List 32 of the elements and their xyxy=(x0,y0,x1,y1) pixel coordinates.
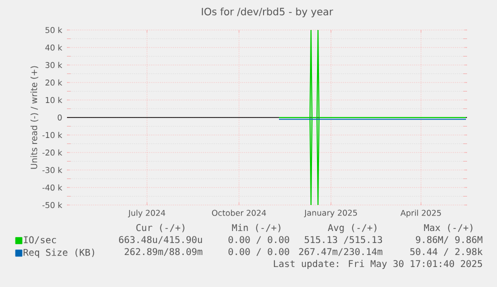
legend-label: Req Size (KB) xyxy=(24,248,94,258)
text: Min (-/+) xyxy=(232,224,280,232)
y-tick-label: -30 k xyxy=(42,166,62,174)
y-tick-label: 10 k xyxy=(46,96,62,104)
y-tick-label: 30 k xyxy=(46,62,62,68)
text: 50.44 / 2.98k xyxy=(410,248,483,256)
text: Last update: Fri May 30 17:01:40 2025 xyxy=(274,260,482,269)
legend-label: IO/sec xyxy=(24,236,56,244)
text: 663.48u/415.90u xyxy=(119,236,202,244)
text: 0.00 / 0.00 xyxy=(228,236,290,244)
y-tick-label: -50 k xyxy=(42,202,62,208)
text: Cur (-/+) xyxy=(136,224,184,232)
y-axis-title: Units read (-) / write (+) xyxy=(30,66,38,169)
text: 267.47m/230.14m xyxy=(299,248,382,256)
chart-title: IOs for /dev/rbd5 - by year xyxy=(202,8,334,18)
y-tick-label: -10 k xyxy=(42,132,62,138)
text: 515.13 /515.13 xyxy=(304,236,382,244)
y-tick-label: -40 k xyxy=(42,184,62,191)
y-tick-label: 20 k xyxy=(46,79,62,86)
x-tick-label: January 2025 xyxy=(304,210,357,218)
y-tick-label: 50 k xyxy=(46,26,62,34)
x-tick-label: July 2024 xyxy=(128,210,166,218)
x-tick-label: April 2025 xyxy=(400,210,441,218)
y-tick-label: 0 xyxy=(58,114,62,121)
x-tick-label: October 2024 xyxy=(212,210,266,216)
y-tick-label: 40 k xyxy=(45,44,62,51)
text: 9.86M/ 9.86M xyxy=(416,236,482,244)
text: 262.89m/88.09m xyxy=(124,248,202,256)
text: 0.00 / 0.00 xyxy=(228,248,290,256)
text: Avg (-/+) xyxy=(328,224,376,234)
y-tick-label: -20 k xyxy=(42,149,62,156)
text: Max (-/+) xyxy=(424,224,472,232)
